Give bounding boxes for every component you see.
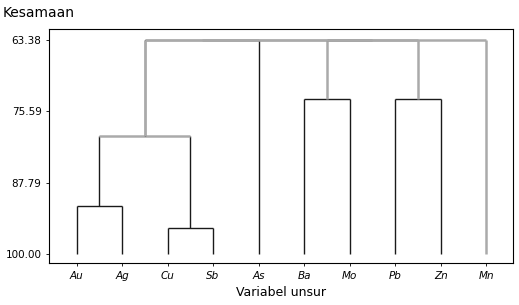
Text: Kesamaan: Kesamaan bbox=[3, 5, 75, 20]
X-axis label: Variabel unsur: Variabel unsur bbox=[236, 286, 326, 300]
